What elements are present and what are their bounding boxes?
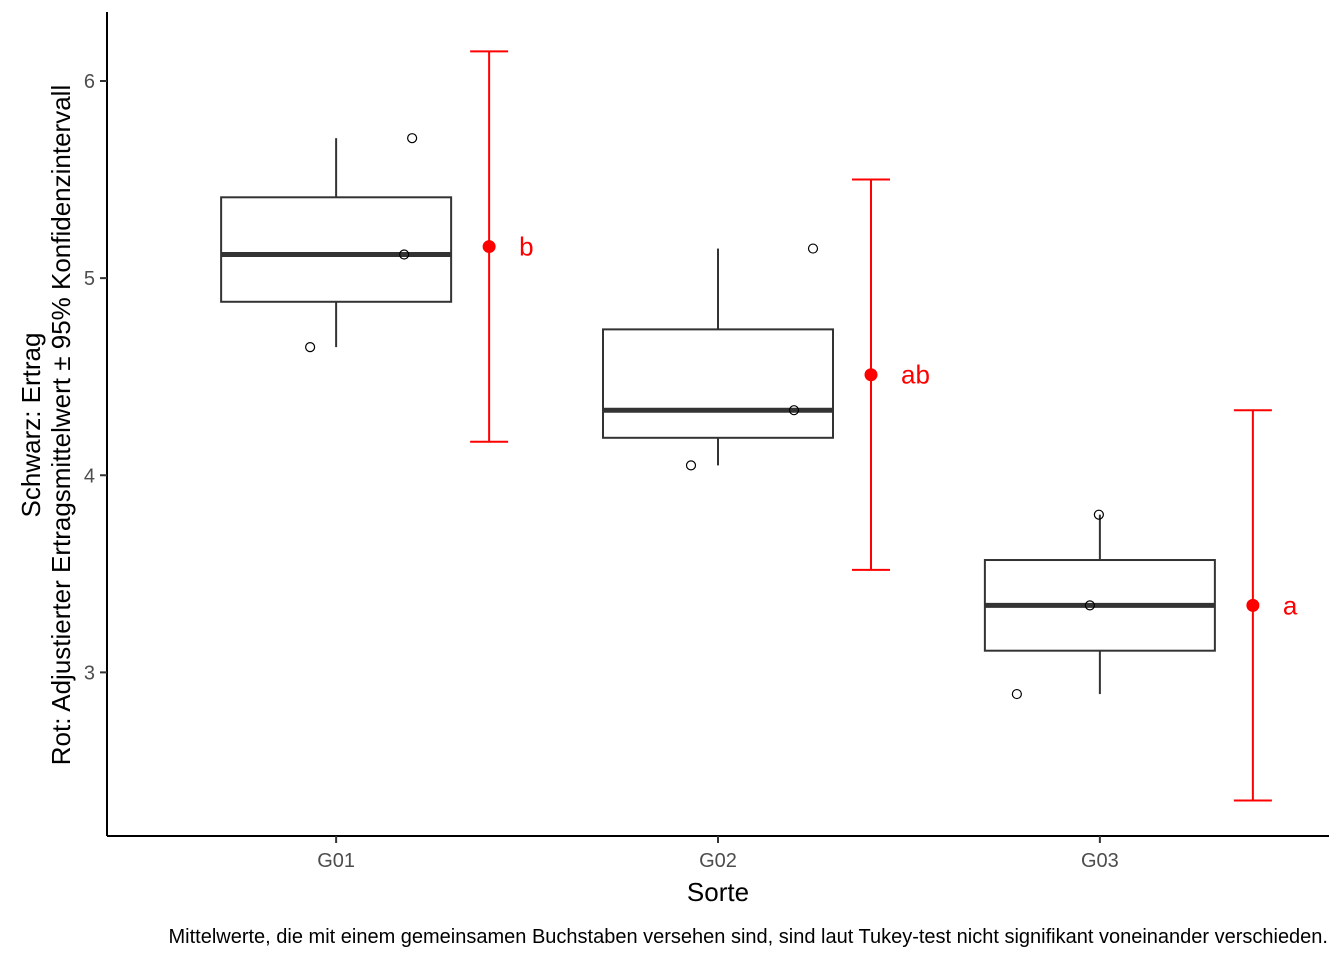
y-axis-title-line1: Schwarz: Ertrag	[16, 333, 46, 518]
data-point	[1084, 600, 1095, 611]
data-point	[407, 133, 418, 144]
chart-marks: b ab a	[220, 50, 1298, 802]
significance-letter: b	[519, 232, 533, 262]
box-G02	[602, 328, 834, 439]
y-tick-label: 5	[84, 268, 95, 290]
data-point	[807, 243, 819, 254]
y-tick-label: 4	[84, 465, 95, 487]
y-tick-label: 6	[84, 71, 95, 93]
data-point	[788, 405, 800, 416]
y-ticks: 3 4 5 6	[84, 71, 107, 684]
data-point	[685, 460, 697, 471]
x-ticks: G01 G02 G03	[317, 836, 1119, 872]
data-point	[1093, 509, 1104, 520]
y-tick-label: 3	[84, 662, 95, 684]
data-point	[399, 249, 410, 260]
x-axis-title: Sorte	[687, 877, 749, 907]
x-tick-label: G01	[317, 850, 355, 872]
chart-axes: 3 4 5 6 G01 G02 G03	[84, 12, 1329, 872]
significance-letter: a	[1283, 590, 1298, 620]
data-point	[1011, 688, 1022, 700]
x-tick-label: G03	[1081, 850, 1119, 872]
box-G01	[220, 196, 453, 303]
mean-point	[482, 240, 496, 254]
y-axis-title-line2: Rot: Adjustierter Ertragsmittelwert ± 95…	[46, 85, 76, 765]
significance-letter: ab	[901, 360, 930, 390]
x-tick-label: G02	[699, 850, 737, 872]
mean-point	[1246, 598, 1260, 612]
data-point	[305, 342, 316, 353]
mean-point	[864, 368, 878, 382]
chart-caption: Mittelwerte, die mit einem gemeinsamen B…	[168, 926, 1328, 948]
